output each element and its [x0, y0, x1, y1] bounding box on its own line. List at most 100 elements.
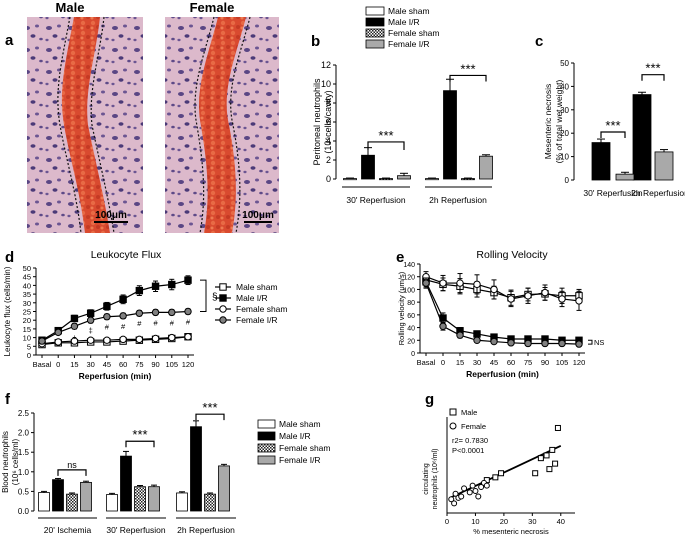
bar — [361, 154, 375, 180]
bar — [425, 178, 439, 181]
series-line — [425, 279, 579, 299]
panel-f-letter: f — [5, 391, 11, 408]
data-point — [490, 337, 498, 346]
bar — [654, 151, 674, 181]
data-point — [507, 339, 515, 347]
bar — [148, 486, 160, 512]
scale-bar-female: 100μm — [242, 210, 274, 221]
panel-c-letter: c — [535, 33, 543, 50]
x-tick-label: 15 — [70, 360, 78, 369]
panel-a: a Male Female 100μm 100μm — [5, 0, 279, 234]
legend-label-0: Male sham — [279, 419, 321, 429]
data-point — [119, 335, 127, 344]
y-tick-label: 1.5 — [18, 448, 30, 457]
legend-marker-male — [449, 408, 457, 416]
series-line — [425, 282, 580, 345]
x-tick-label: 30 — [86, 360, 94, 369]
data-point — [135, 335, 144, 344]
y-axis-label-units: (10⁶cells/cavity) — [323, 90, 333, 153]
y-tick-label: 6 — [326, 117, 331, 127]
x-tick-label: 105 — [556, 358, 569, 367]
legend-swatch-0 — [365, 6, 385, 16]
data-point-male — [543, 452, 550, 459]
y-tick-label: 2.0 — [18, 429, 30, 438]
legend-label-2: Female sham — [236, 304, 288, 314]
regression-line — [449, 444, 562, 499]
bar — [80, 481, 92, 512]
y-tick-label: 4 — [326, 136, 331, 146]
data-point-female — [452, 490, 459, 497]
significance-symbol: ‡ — [89, 326, 93, 335]
data-point-female — [483, 482, 490, 489]
significance-symbol: # — [153, 318, 158, 327]
data-point — [119, 295, 127, 304]
data-point-female — [478, 483, 485, 490]
x-tick-label: 0 — [441, 358, 445, 367]
bar — [591, 142, 611, 181]
data-point — [168, 333, 176, 342]
data-point — [86, 316, 95, 324]
data-point — [184, 276, 192, 284]
data-point — [151, 308, 160, 317]
scale-bar-male: 100μm — [95, 210, 127, 221]
data-point — [439, 279, 447, 287]
significance-2h-bracket — [641, 74, 665, 81]
x-axis-label: Reperfusion (min) — [79, 371, 152, 381]
y-tick-label: 40 — [23, 281, 31, 290]
panel-a-title-female: Female — [190, 0, 235, 15]
x-tick-label: 10 — [471, 517, 479, 526]
y-tick-label: 5 — [27, 342, 31, 351]
bar — [176, 492, 188, 512]
chart-d: d Leukocyte Flux05101520253035404550Basal… — [3, 249, 288, 381]
y-axis-label-units: (% of total wet weight) — [554, 80, 564, 164]
data-point — [168, 308, 176, 317]
x-tick-label: 60 — [507, 358, 515, 367]
x-tick-label: 75 — [524, 358, 532, 367]
bar — [461, 178, 475, 181]
panel-g-letter: g — [425, 391, 434, 408]
y-axis-label: Blood neutrophils — [1, 431, 10, 493]
bar — [379, 178, 393, 181]
data-point — [541, 339, 549, 348]
data-point — [38, 337, 46, 345]
y-axis-label: circulating — [423, 463, 430, 495]
data-point — [219, 316, 227, 324]
x-tick-label: 120 — [182, 360, 195, 369]
bar — [52, 479, 64, 512]
legend-marker-female — [449, 422, 457, 430]
bar — [204, 493, 216, 512]
legend-label-2: Female sham — [279, 443, 331, 453]
y-tick-label: 80 — [407, 300, 415, 307]
data-point — [103, 313, 111, 321]
y-tick-label: 0 — [411, 351, 415, 358]
significance-2h-label: *** — [460, 61, 475, 76]
data-point-female — [475, 493, 482, 500]
panel-a-letter: a — [5, 32, 14, 49]
legend-label-0: Male — [461, 408, 477, 417]
chart-title: Leukocyte Flux — [91, 249, 162, 261]
panel-e-letter: e — [396, 249, 404, 266]
data-point — [558, 295, 566, 303]
data-point — [70, 337, 79, 345]
y-tick-label: 30 — [23, 299, 31, 308]
legend-label-1: Male I/R — [236, 293, 268, 303]
x-tick-label: 40 — [557, 517, 565, 526]
significance-30-bracket — [600, 131, 626, 139]
legend-swatch-1 — [365, 17, 385, 27]
legend-label-2: Female sham — [388, 28, 440, 38]
data-point — [558, 339, 566, 348]
x-tick-label: 75 — [135, 360, 143, 369]
x-tick-label: 90 — [541, 358, 549, 367]
bar — [38, 492, 50, 512]
data-point-male — [552, 460, 559, 467]
data-point-female — [458, 493, 465, 500]
data-point — [473, 280, 481, 289]
data-point-male — [532, 470, 539, 477]
micrograph-female: 100μm — [165, 16, 279, 234]
x-tick-label: 15 — [456, 358, 464, 367]
data-point — [473, 330, 481, 338]
y-tick-label: 0.5 — [18, 487, 30, 496]
y-tick-label: 30 — [560, 106, 569, 115]
significance-30-bracket — [367, 141, 405, 150]
